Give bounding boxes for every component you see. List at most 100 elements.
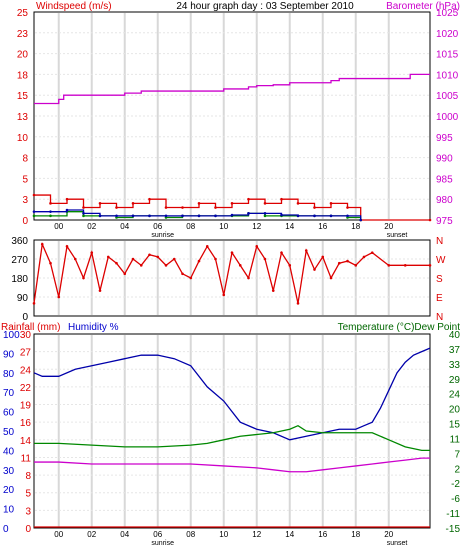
wind-direction-point bbox=[106, 255, 110, 259]
time-tick-label: 16 bbox=[318, 222, 327, 231]
avg-data-point bbox=[65, 208, 69, 212]
wind-direction-point bbox=[40, 242, 44, 246]
humidity-axis-tick: 100 bbox=[3, 330, 20, 341]
avg-data-point bbox=[131, 214, 135, 218]
wind-direction-point bbox=[354, 264, 358, 267]
wind-direction-point bbox=[115, 261, 118, 265]
wind-direction-point bbox=[164, 264, 168, 267]
direction-axis-tick: 360 bbox=[11, 236, 28, 247]
avg-data-point bbox=[32, 210, 36, 213]
rainfall-axis-tick: 11 bbox=[21, 453, 32, 464]
avg-data-point bbox=[82, 212, 85, 215]
wind-data-point bbox=[280, 197, 283, 201]
compass-axis-tick: N bbox=[436, 312, 443, 323]
wind-direction-point bbox=[296, 302, 300, 305]
rainfall-axis-tick: 30 bbox=[20, 330, 32, 341]
rainfall-axis-tick: 14 bbox=[20, 436, 32, 447]
gust-data-point bbox=[32, 214, 36, 218]
time-tick-label: 00 bbox=[54, 530, 63, 539]
time-tick-label: 10 bbox=[219, 530, 228, 539]
avg-data-point bbox=[359, 218, 363, 222]
wind-direction-point bbox=[304, 249, 308, 252]
humidity-axis-tick: 90 bbox=[3, 349, 15, 360]
avg-data-point bbox=[329, 214, 333, 218]
wind-data-point bbox=[98, 202, 102, 205]
wind-direction-point bbox=[370, 251, 374, 254]
wind-direction-point bbox=[139, 264, 143, 267]
header-barometer-label: Barometer (hPa) bbox=[386, 1, 460, 12]
time-tick-label: 20 bbox=[384, 530, 393, 539]
temperature-axis-title: Temperature (°C)Dew Point bbox=[338, 322, 461, 333]
humidity-axis-tick: 80 bbox=[3, 369, 15, 380]
time-tick-label: 04 bbox=[120, 222, 129, 231]
wind-data-point bbox=[32, 193, 36, 197]
humidity-axis-tick: 20 bbox=[3, 485, 15, 496]
direction-axis-tick: 270 bbox=[11, 255, 28, 266]
time-tick-label: 18 bbox=[351, 222, 360, 231]
rainfall-axis-tick: 0 bbox=[25, 524, 31, 535]
time-tick-label: 04 bbox=[120, 530, 129, 539]
direction-axis-tick: 180 bbox=[11, 274, 28, 285]
wind-direction-point bbox=[247, 276, 250, 280]
baro-series-line bbox=[34, 73, 430, 105]
time-tick-label: 02 bbox=[87, 222, 96, 231]
wind-axis-tick: 5 bbox=[22, 174, 28, 185]
temperature-axis-tick: -15 bbox=[446, 524, 461, 535]
temperature-axis-tick: 2 bbox=[454, 464, 460, 475]
avg-data-point bbox=[296, 214, 300, 218]
wind-direction-point bbox=[329, 276, 333, 280]
wind-direction-point bbox=[73, 257, 77, 261]
humidity-axis-tick: 0 bbox=[3, 524, 9, 535]
wind-data-point bbox=[346, 206, 349, 209]
gust-data-point bbox=[263, 214, 267, 218]
wind-direction-point bbox=[65, 245, 69, 248]
rainfall-axis-tick: 22 bbox=[20, 383, 32, 394]
wind-data-point bbox=[49, 202, 52, 205]
wind-direction-point bbox=[428, 264, 432, 267]
wind-axis-tick: 10 bbox=[17, 133, 29, 144]
compass-axis-tick: N bbox=[436, 236, 443, 247]
wind-data-point bbox=[131, 202, 135, 205]
temperature-axis-tick: -6 bbox=[451, 494, 460, 505]
time-tick-label: 10 bbox=[219, 222, 228, 231]
temperature-axis-tick: 20 bbox=[449, 405, 461, 416]
sunset-label: sunset bbox=[387, 232, 408, 239]
wind-direction-point bbox=[387, 264, 391, 267]
wind-direction-point bbox=[230, 251, 234, 254]
baro-axis-tick: 1000 bbox=[436, 112, 459, 123]
time-tick-label: 08 bbox=[186, 530, 195, 539]
avg-data-point bbox=[197, 214, 201, 218]
wind-axis-tick: 3 bbox=[22, 195, 28, 206]
header-title: 24 hour graph day : 03 September 2010 bbox=[176, 1, 354, 12]
humidity-axis-tick: 60 bbox=[3, 408, 15, 419]
time-tick-label: 08 bbox=[186, 222, 195, 231]
wind-data-point bbox=[329, 202, 333, 205]
avg-data-point bbox=[263, 212, 267, 215]
wind-direction-point bbox=[32, 302, 36, 305]
temperature-axis-tick: 15 bbox=[449, 420, 461, 431]
rainfall-axis-tick: 16 bbox=[20, 418, 32, 429]
time-tick-label: 06 bbox=[153, 222, 162, 231]
wind-data-point bbox=[181, 206, 184, 209]
baro-axis-tick: 1015 bbox=[436, 50, 459, 61]
sunset-label: sunset bbox=[387, 540, 408, 547]
wind-data-point bbox=[65, 197, 69, 201]
rainfall-axis-tick: 27 bbox=[20, 348, 32, 359]
wind-direction-point bbox=[346, 259, 349, 263]
wind-axis-tick: 20 bbox=[17, 50, 29, 61]
wind-direction-point bbox=[255, 245, 259, 248]
time-tick-label: 14 bbox=[285, 530, 294, 539]
avg-data-point bbox=[247, 212, 250, 215]
wind-axis-tick: 25 bbox=[17, 8, 29, 19]
compass-axis-tick: E bbox=[436, 293, 443, 304]
temperature-axis-tick: 29 bbox=[449, 375, 461, 386]
time-tick-label: 20 bbox=[384, 222, 393, 231]
avg-data-point bbox=[148, 214, 151, 218]
time-tick-label: 14 bbox=[285, 222, 294, 231]
baro-axis-tick: 1020 bbox=[436, 29, 459, 40]
humidity-axis-tick: 70 bbox=[3, 388, 15, 399]
wind-axis-tick: 8 bbox=[22, 154, 28, 165]
rainfall-axis-title: Rainfall (mm) bbox=[1, 322, 60, 333]
